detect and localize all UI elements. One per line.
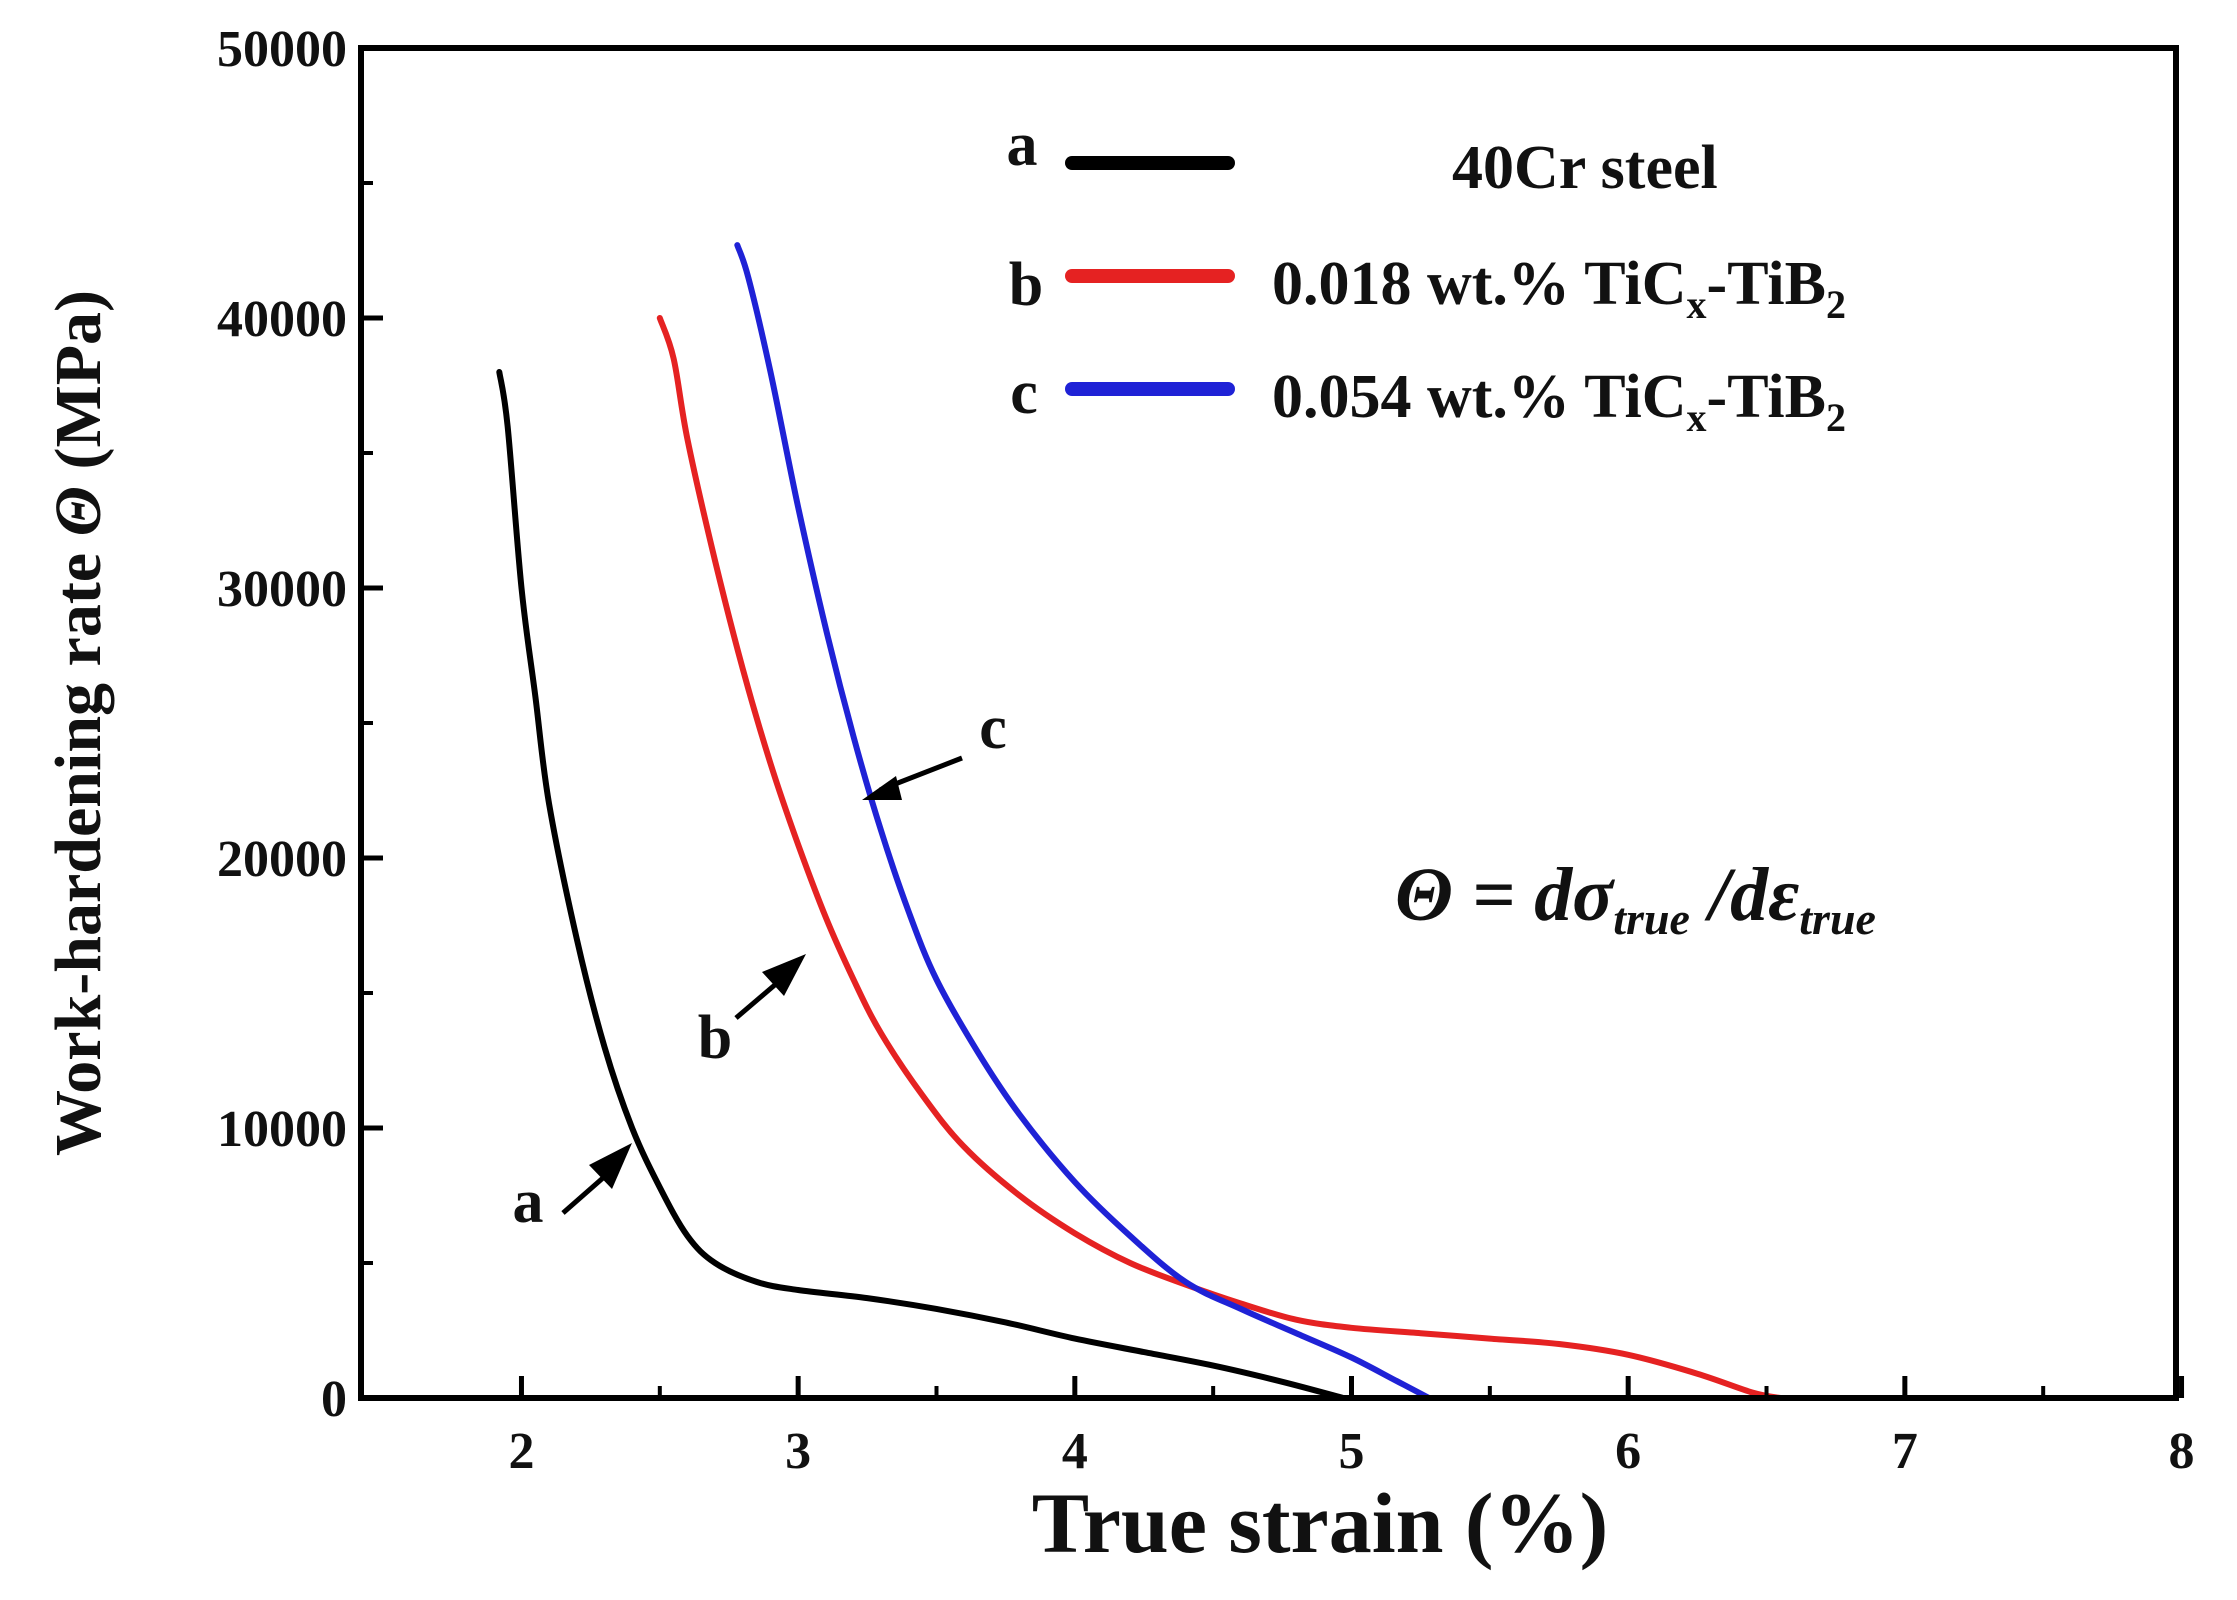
annotation-label-b: b — [698, 1004, 732, 1072]
formula-mid: /dε — [1690, 853, 1799, 937]
y-tick-label: 50000 — [217, 21, 347, 78]
annotation-arrowhead-b — [762, 954, 806, 996]
x-tick-label: 3 — [785, 1423, 811, 1480]
annotation-arrowhead-a — [589, 1143, 632, 1189]
y-axis-title-symbol: Θ — [42, 486, 115, 536]
legend-label-a: 40Cr steel — [1452, 134, 1718, 202]
legend-letter-b: b — [1009, 251, 1043, 319]
y-tick-label: 30000 — [217, 561, 347, 618]
legend-label-b-sub2: 2 — [1826, 282, 1846, 327]
formula-lhs: Θ = dσ — [1395, 853, 1615, 937]
legend-letter-a: a — [1007, 111, 1038, 179]
x-tick-label: 8 — [2169, 1423, 2195, 1480]
legend-label-b-mid: -TiB — [1707, 250, 1826, 318]
x-tick-label: 4 — [1062, 1423, 1088, 1480]
legend-label-c: 0.054 wt.% TiCx-TiB2 — [1272, 363, 1846, 440]
legend-label-c-sub1: x — [1687, 395, 1707, 440]
legend-label-c-mid: -TiB — [1707, 363, 1826, 431]
y-tick-label: 0 — [321, 1371, 347, 1428]
ticks-layer: 2 3 4 5 6 7 8 0 10000 20000 30000 40000 50000 — [217, 21, 2195, 1480]
legend-letter-c: c — [1010, 359, 1038, 427]
y-tick-label: 20000 — [217, 831, 347, 888]
legend-label-b-main: 0.018 wt.% TiC — [1272, 250, 1687, 318]
legend-label-b: 0.018 wt.% TiCx-TiB2 — [1272, 250, 1846, 327]
y-axis-title-suffix: (MPa) — [42, 290, 115, 486]
y-tick-label: 10000 — [217, 1101, 347, 1158]
formula: Θ = dσtrue /dεtrue — [1395, 853, 1876, 944]
x-tick-label: 5 — [1339, 1423, 1365, 1480]
x-tick-label: 7 — [1892, 1423, 1918, 1480]
formula-sub2: true — [1799, 893, 1876, 944]
annotation-arrowhead-c — [862, 776, 902, 800]
plot-frame — [358, 45, 2179, 1401]
series-line-b — [656, 315, 1784, 1401]
series-line-c — [734, 242, 1432, 1401]
y-tick-label: 40000 — [217, 291, 347, 348]
x-axis-title: True strain (%) — [1032, 1475, 1608, 1571]
formula-sub1: true — [1613, 893, 1690, 944]
annotation-label-c: c — [979, 694, 1007, 762]
y-axis-title: Work-hardening rate Θ (MPa) — [42, 290, 115, 1156]
x-tick-label: 6 — [1615, 1423, 1641, 1480]
legend-label-c-sub2: 2 — [1826, 395, 1846, 440]
x-tick-label: 2 — [508, 1423, 534, 1480]
legend-label-c-main: 0.054 wt.% TiC — [1272, 363, 1687, 431]
annotation-label-a: a — [513, 1168, 544, 1236]
series-layer — [496, 242, 1784, 1401]
legend: a 40Cr steel b 0.018 wt.% TiCx-TiB2 c 0.… — [1007, 111, 1847, 440]
annotations: a b c — [513, 694, 1007, 1236]
y-axis-title-prefix: Work-hardening rate — [42, 536, 115, 1156]
series-line-a — [496, 369, 1347, 1401]
legend-label-b-sub1: x — [1687, 282, 1707, 327]
